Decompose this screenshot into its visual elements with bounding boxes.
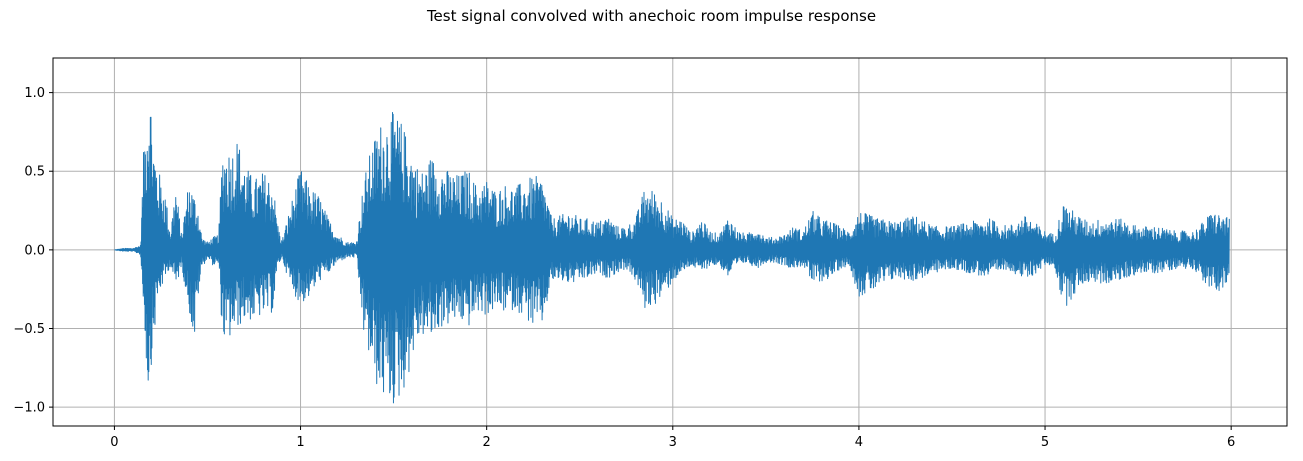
- y-tick-label: −0.5: [13, 322, 45, 337]
- signal-series-line: [114, 112, 1230, 404]
- y-tick-label: 0.0: [24, 243, 45, 258]
- x-tick-label: 6: [1227, 435, 1235, 450]
- chart-title: Test signal convolved with anechoic room…: [426, 7, 877, 25]
- x-tick-label: 1: [296, 435, 304, 450]
- x-tick-label: 0: [110, 435, 118, 450]
- x-axis: 0 1 2 3 4 5 6: [110, 426, 1235, 450]
- y-tick-label: 1.0: [24, 86, 45, 101]
- axes-frame: [52, 57, 1288, 427]
- x-tick-label: 4: [855, 435, 863, 450]
- x-tick-label: 3: [669, 435, 677, 450]
- y-tick-label: −1.0: [13, 401, 45, 416]
- x-tick-label: 2: [483, 435, 491, 450]
- y-axis: 1.0 0.5 0.0 −0.5 −1.0: [13, 86, 53, 416]
- signal-layer: [114, 112, 1230, 404]
- y-tick-label: 0.5: [24, 165, 45, 180]
- x-tick-label: 5: [1041, 435, 1049, 450]
